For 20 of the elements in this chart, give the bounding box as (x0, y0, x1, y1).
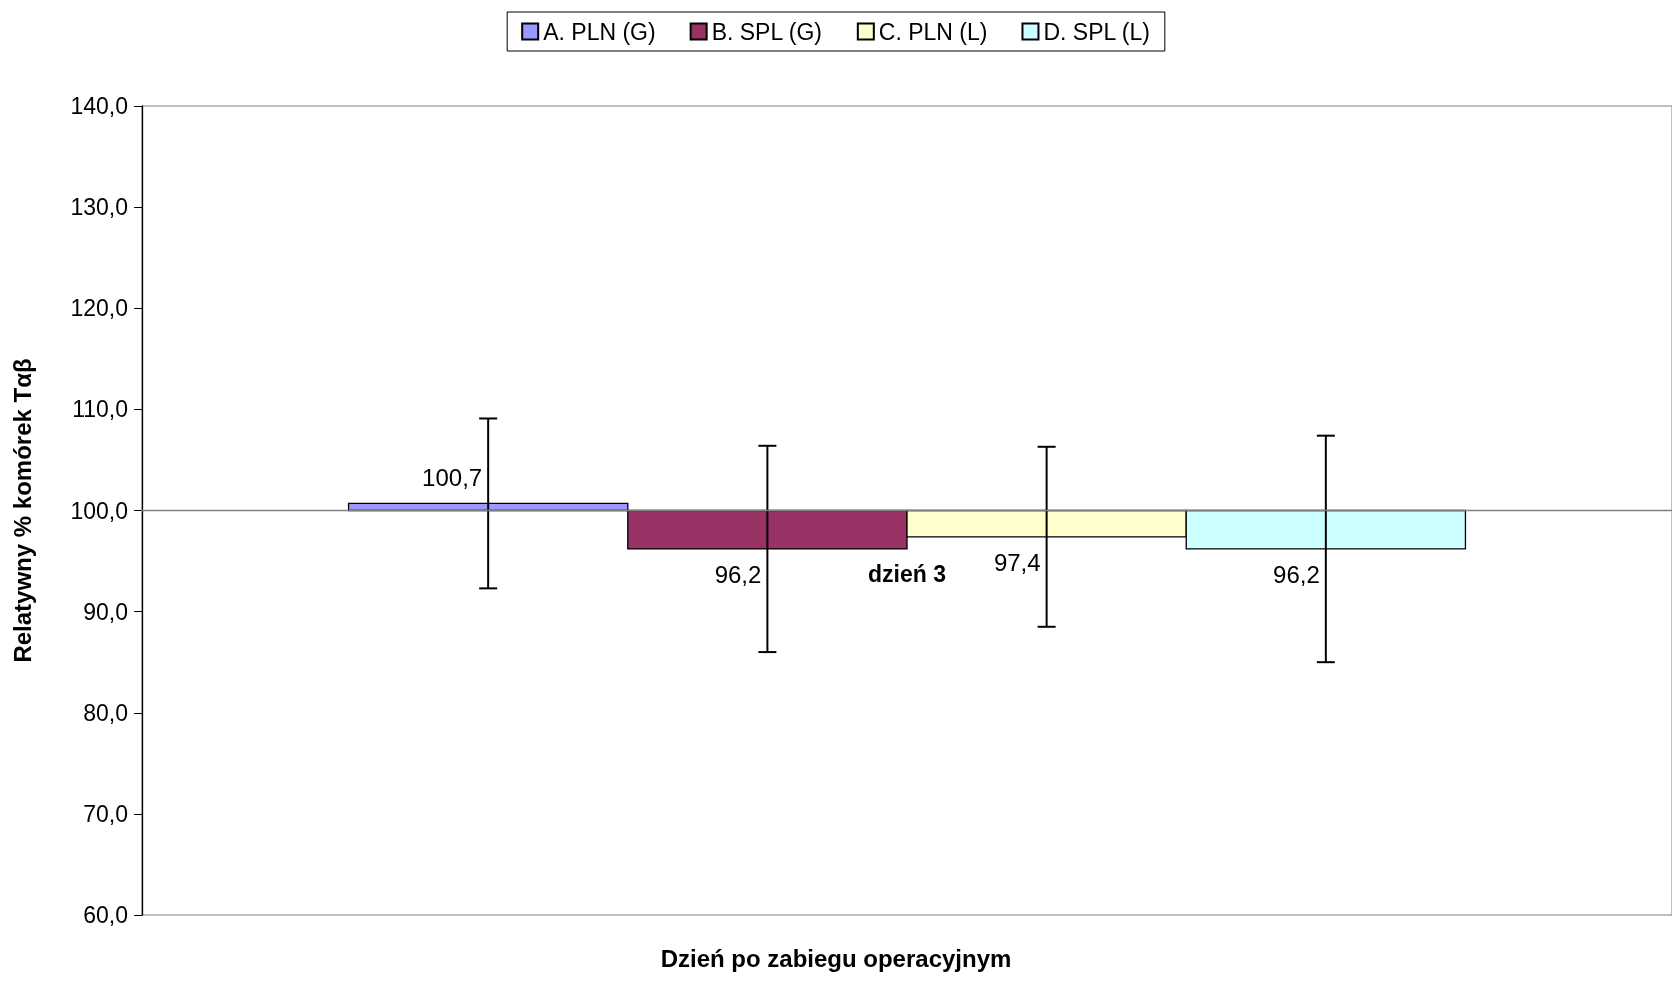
data-label: 100,7 (422, 463, 483, 491)
y-axis-title: Relatywny % komórek Tαβ (8, 358, 36, 663)
y-tick-label: 90,0 (83, 598, 128, 625)
legend-label: C. PLN (L) (878, 18, 988, 45)
y-tick-label: 110,0 (72, 396, 128, 423)
legend-label: A. PLN (G) (543, 18, 656, 45)
y-tick-label: 70,0 (83, 800, 128, 827)
legend-label: B. SPL (G) (711, 18, 822, 45)
y-tick-label: 100,0 (70, 497, 128, 524)
legend-label: D. SPL (L) (1043, 18, 1150, 45)
y-tick-label: 80,0 (83, 699, 128, 726)
x-tick-label: dzień 3 (868, 561, 946, 587)
y-tick-label: 130,0 (70, 194, 128, 221)
y-tick-label: 140,0 (70, 93, 128, 119)
y-tick-label: 120,0 (70, 295, 128, 322)
data-label: 97,4 (993, 549, 1041, 577)
data-label: 96,2 (714, 561, 762, 589)
data-label: 96,2 (1273, 561, 1320, 589)
x-axis-title: Dzień po zabiegu operacyjnym (660, 944, 1012, 972)
y-tick-label: 60,0 (83, 902, 128, 928)
